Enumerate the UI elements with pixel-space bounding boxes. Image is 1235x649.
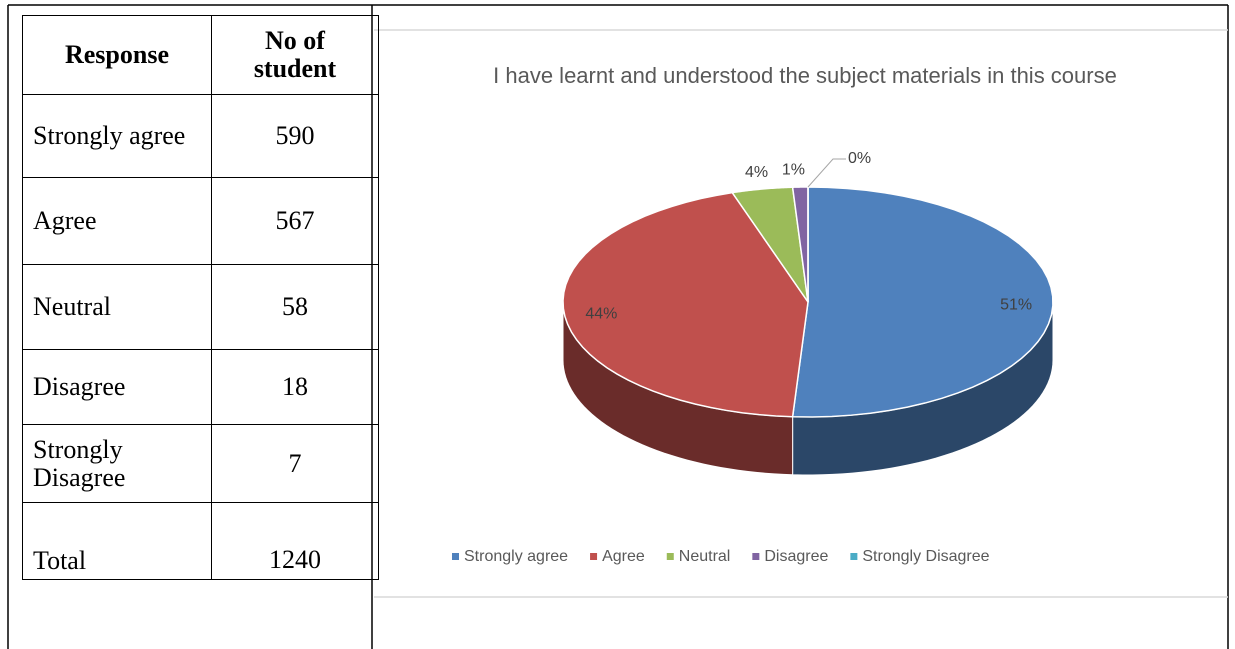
- table-cell: 1240: [211, 502, 379, 580]
- data-label: 0%: [848, 150, 871, 167]
- table-row: Agree 567: [22, 177, 379, 265]
- table-cell: 590: [211, 94, 379, 178]
- legend-swatch: [850, 553, 858, 560]
- data-label: 44%: [585, 305, 617, 322]
- pie-slice: [791, 186, 809, 303]
- legend-swatch: [752, 553, 760, 560]
- data-label: 51%: [1000, 296, 1032, 313]
- pie-slice: [730, 186, 809, 303]
- header-row: Response No of student: [22, 15, 379, 95]
- table-row: Total 1240: [22, 502, 379, 580]
- legend-label: Disagree: [764, 548, 828, 565]
- table-row: Neutral 58: [22, 264, 379, 350]
- response-table: Response No of student Strongly agree 590…: [22, 15, 379, 580]
- table-row: Strongly Disagree 7: [22, 424, 379, 503]
- table-cell: Neutral: [22, 264, 212, 350]
- legend-label: Strongly Disagree: [862, 548, 989, 565]
- legend-label: Agree: [602, 548, 645, 565]
- table-cell: 7: [211, 424, 379, 503]
- table-row: Disagree 18: [22, 349, 379, 425]
- chart-title: I have learnt and understood the subject…: [493, 63, 1117, 88]
- header-cell: No of student: [211, 15, 379, 95]
- table-cell: Disagree: [22, 349, 212, 425]
- table-cell: 567: [211, 177, 379, 265]
- title-box: I have learnt and understood the subject…: [493, 63, 1117, 88]
- legend-label: Strongly agree: [464, 548, 568, 565]
- legend-swatch: [590, 553, 598, 560]
- header-cell: Response: [22, 15, 212, 95]
- legend-label: Neutral: [679, 548, 731, 565]
- data-label: 1%: [782, 162, 805, 179]
- legend-swatch: [666, 553, 674, 560]
- table-cell: 18: [211, 349, 379, 425]
- table-cell: Strongly Disagree: [22, 424, 212, 503]
- legend-swatch: [452, 553, 459, 560]
- pie-slice: [791, 186, 1054, 418]
- pie-slice: [562, 191, 809, 418]
- leader-line: [807, 158, 846, 188]
- table-cell: Total: [22, 502, 212, 580]
- table-body: Strongly agree 590 Agree 567 Neutral 58 Disagr…: [22, 94, 379, 580]
- data-label: 4%: [745, 164, 768, 181]
